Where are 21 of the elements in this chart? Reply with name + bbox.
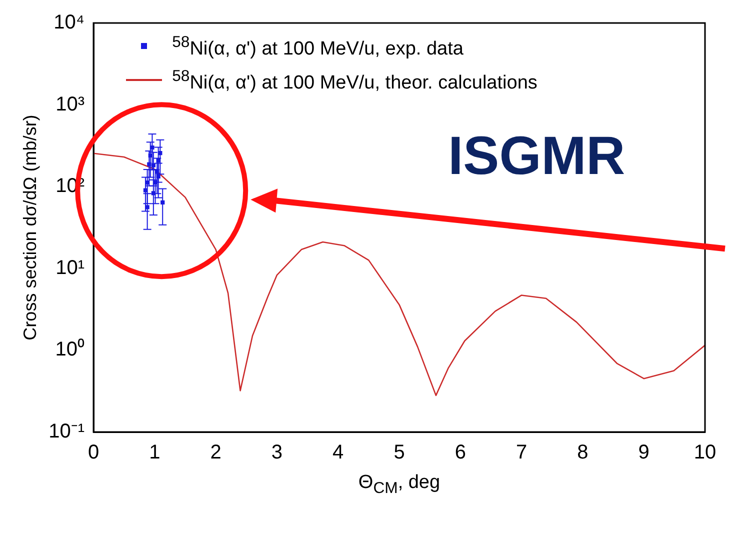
y-tick-label: 10⁰ xyxy=(55,338,85,361)
x-axis-title: Θ$_{CM}$, deg xyxy=(357,472,442,498)
annotation: ISGMR xyxy=(448,125,626,188)
y-tick-label: 10³ xyxy=(56,93,85,116)
x-tick-label: 3 xyxy=(271,442,283,464)
x-tick-label: 1 xyxy=(149,442,160,464)
x-tick-label: 8 xyxy=(577,442,588,464)
y-tick-label: 10⁴ xyxy=(54,12,85,34)
y-tick-label: 10⁻¹ xyxy=(48,420,85,443)
x-tick-label: 5 xyxy=(394,442,405,464)
legend-label: $^{58}$Ni(α, α') at 100 MeV/u, theor. calculations xyxy=(172,67,538,96)
x-tick-label: 9 xyxy=(638,442,650,464)
x-tick-label: 2 xyxy=(210,442,222,464)
x-tick-label: 6 xyxy=(454,442,466,464)
legend-label: $^{58}$Ni(α, α') at 100 MeV/u, exp. data xyxy=(172,33,464,62)
x-tick-label: 7 xyxy=(516,442,528,464)
y-axis-title: Cross section dσ/dΩ (mb/sr) xyxy=(20,114,40,340)
x-tick-label: 10 xyxy=(694,442,716,464)
x-tick-label: 0 xyxy=(88,442,100,464)
y-tick-label: 10¹ xyxy=(56,256,85,279)
x-tick-label: 4 xyxy=(332,442,344,464)
